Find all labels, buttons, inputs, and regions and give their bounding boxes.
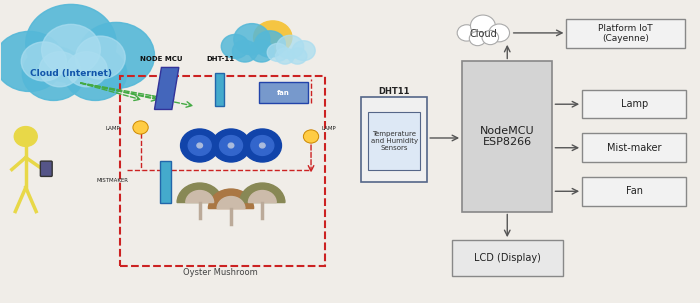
Circle shape: [0, 32, 64, 92]
Text: NodeMCU
ESP8266: NodeMCU ESP8266: [480, 126, 535, 147]
Text: Lamp: Lamp: [621, 99, 648, 109]
Circle shape: [21, 42, 66, 81]
Wedge shape: [186, 191, 214, 202]
Text: LAMP: LAMP: [321, 126, 336, 132]
Circle shape: [251, 135, 274, 155]
Circle shape: [255, 31, 286, 57]
Circle shape: [22, 46, 85, 101]
Circle shape: [197, 143, 202, 148]
Circle shape: [181, 129, 219, 162]
FancyBboxPatch shape: [361, 98, 427, 181]
Circle shape: [457, 25, 476, 41]
FancyBboxPatch shape: [160, 161, 172, 202]
Circle shape: [14, 127, 37, 146]
Text: fan: fan: [276, 90, 290, 96]
Circle shape: [243, 129, 281, 162]
Circle shape: [253, 21, 292, 54]
FancyBboxPatch shape: [368, 112, 420, 169]
Circle shape: [133, 121, 148, 134]
Circle shape: [212, 129, 250, 162]
Circle shape: [76, 36, 125, 79]
Circle shape: [41, 24, 100, 75]
Circle shape: [228, 143, 234, 148]
FancyBboxPatch shape: [259, 82, 307, 103]
Circle shape: [188, 135, 211, 155]
Wedge shape: [177, 183, 223, 202]
Circle shape: [234, 24, 270, 55]
FancyBboxPatch shape: [566, 19, 685, 48]
FancyBboxPatch shape: [582, 90, 687, 118]
Circle shape: [39, 52, 80, 87]
Text: LCD (Display): LCD (Display): [474, 253, 540, 263]
FancyBboxPatch shape: [216, 73, 224, 106]
Wedge shape: [239, 183, 285, 202]
Circle shape: [220, 135, 242, 155]
Circle shape: [66, 52, 107, 87]
Text: Platform IoT
(Cayenne): Platform IoT (Cayenne): [598, 24, 653, 43]
Circle shape: [469, 32, 486, 46]
Text: MISTMAKER: MISTMAKER: [97, 178, 129, 182]
Circle shape: [489, 24, 510, 42]
FancyBboxPatch shape: [582, 177, 687, 205]
Wedge shape: [217, 197, 245, 208]
Circle shape: [276, 48, 294, 64]
Circle shape: [470, 15, 496, 36]
Circle shape: [276, 35, 304, 59]
Text: NODE MCU: NODE MCU: [140, 56, 183, 62]
Polygon shape: [155, 68, 178, 109]
FancyBboxPatch shape: [462, 62, 552, 211]
FancyBboxPatch shape: [41, 161, 52, 176]
Circle shape: [26, 4, 116, 82]
Text: Oyster Mushroom: Oyster Mushroom: [183, 268, 258, 277]
Text: Temperature
and Humidity
Sensors: Temperature and Humidity Sensors: [370, 131, 418, 151]
Circle shape: [232, 40, 258, 62]
Wedge shape: [209, 189, 253, 208]
Text: DHT11: DHT11: [379, 87, 410, 96]
Circle shape: [64, 46, 127, 101]
Circle shape: [78, 22, 155, 88]
Text: Mist-maker: Mist-maker: [607, 143, 662, 153]
Circle shape: [221, 35, 249, 58]
Circle shape: [482, 30, 498, 45]
Text: DHT-11: DHT-11: [206, 56, 235, 62]
Text: LAMP: LAMP: [105, 126, 120, 132]
FancyBboxPatch shape: [582, 134, 687, 162]
Circle shape: [303, 130, 319, 143]
Circle shape: [288, 48, 307, 64]
Text: Fan: Fan: [626, 186, 643, 196]
Text: Cloud: Cloud: [469, 29, 497, 39]
Text: Cloud (Internet): Cloud (Internet): [30, 69, 112, 78]
Circle shape: [260, 143, 265, 148]
Circle shape: [267, 43, 288, 62]
Circle shape: [249, 40, 274, 62]
Circle shape: [292, 41, 315, 61]
Wedge shape: [248, 191, 276, 202]
FancyBboxPatch shape: [452, 240, 563, 276]
